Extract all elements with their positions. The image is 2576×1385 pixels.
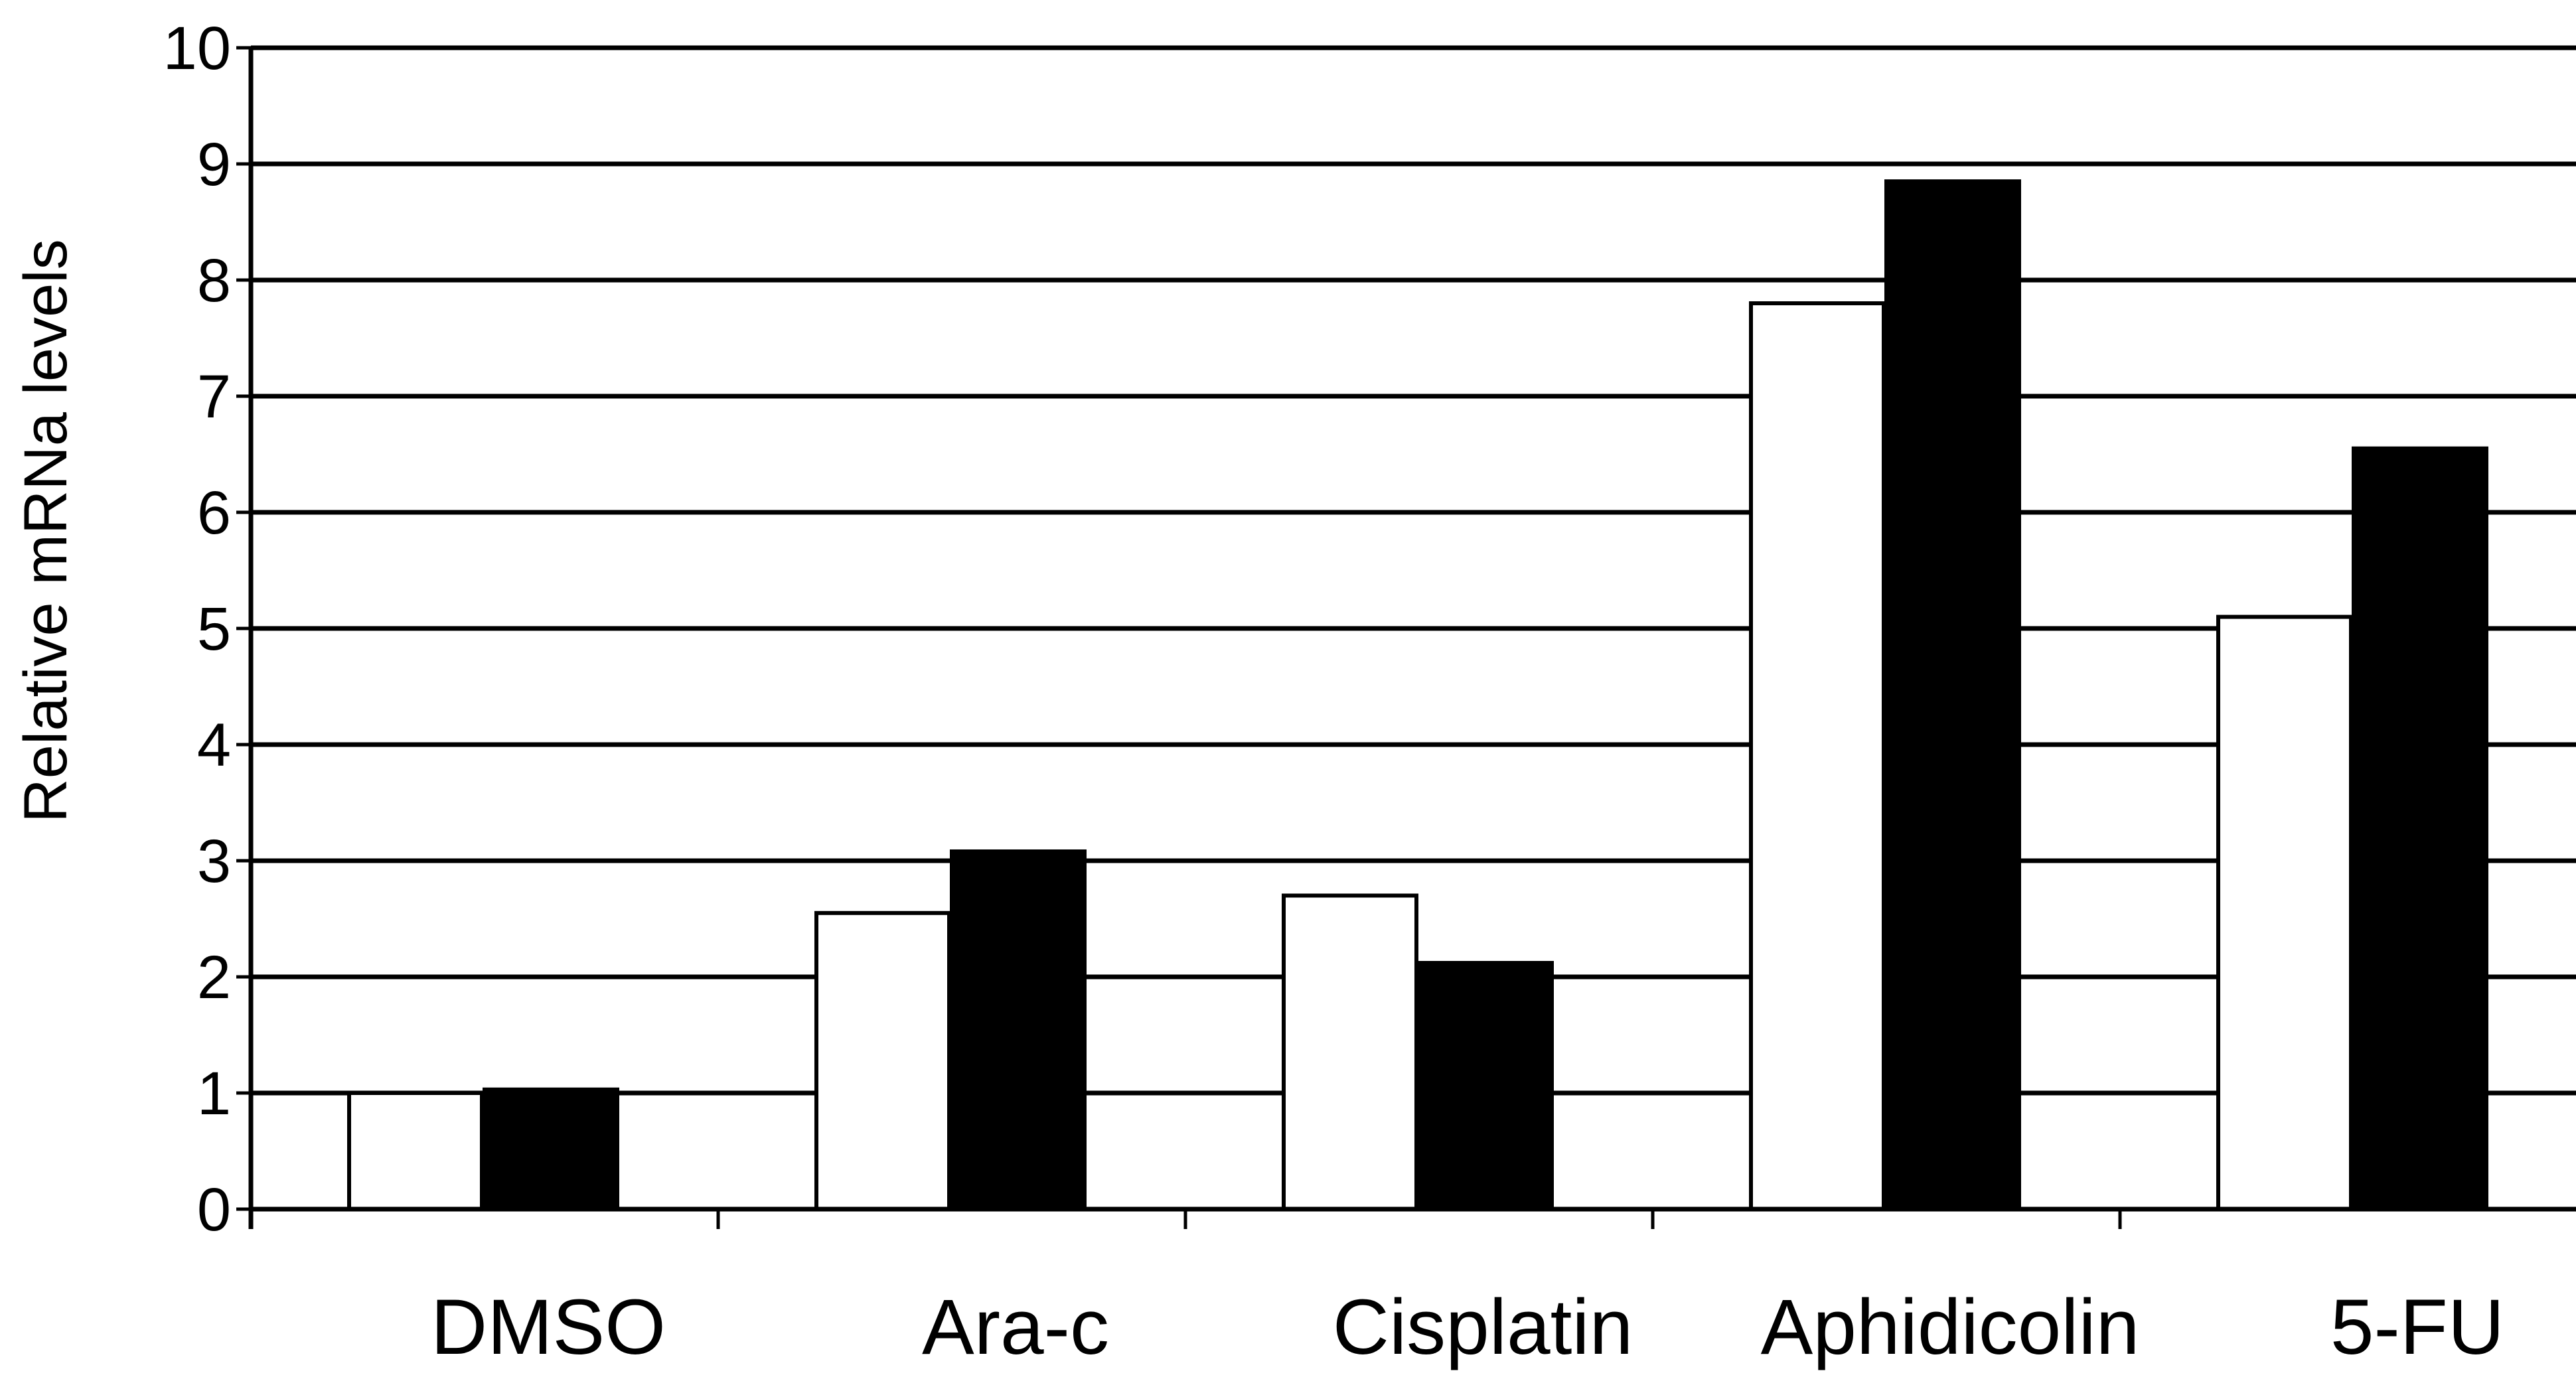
- y-tick-label: 3: [197, 828, 231, 895]
- labels: 0 1 2 3 4 5 6 7 8 9 10 DMSO Ara-c Cisplatin Aphidicoli…: [163, 15, 2504, 1371]
- y-tick-label: 8: [197, 247, 231, 315]
- bar-ara-c-series-1: [814, 911, 951, 1211]
- y-tick-label: 2: [197, 944, 231, 1011]
- x-category-label: Cisplatin: [1333, 1283, 1633, 1371]
- y-tick-label: 4: [197, 711, 231, 779]
- y-tick-label: 1: [197, 1060, 231, 1128]
- y-tick-label: 9: [197, 131, 231, 198]
- gridlines: [251, 45, 2576, 1096]
- y-axis-title: Relative mRNa levels: [12, 239, 80, 822]
- x-category-label: Ara-c: [922, 1283, 1109, 1371]
- bar-5-fu-series-2: [2352, 446, 2488, 1211]
- bar-ara-c-series-2: [950, 849, 1087, 1211]
- bar-cisplatin-series-2: [1417, 961, 1554, 1211]
- bars: [347, 179, 2488, 1211]
- bar-aphidicolin-series-2: [1884, 179, 2021, 1211]
- x-category-label: Aphidicolin: [1761, 1283, 2140, 1371]
- bar-5-fu-series-1: [2216, 615, 2353, 1211]
- y-tick-label: 5: [197, 595, 231, 663]
- y-tick-label: 7: [197, 363, 231, 431]
- bar-dmso-series-1: [347, 1091, 484, 1211]
- bar-cisplatin-series-1: [1282, 893, 1418, 1211]
- axes: [236, 46, 2576, 1229]
- y-tick-label: 6: [197, 479, 231, 547]
- bar-dmso-series-2: [483, 1087, 619, 1211]
- x-category-label: 5-FU: [2330, 1283, 2504, 1371]
- y-tick-label: 0: [197, 1176, 231, 1244]
- bar-aphidicolin-series-1: [1749, 301, 1886, 1211]
- x-category-label: DMSO: [431, 1283, 666, 1371]
- y-tick-label: 10: [163, 15, 231, 82]
